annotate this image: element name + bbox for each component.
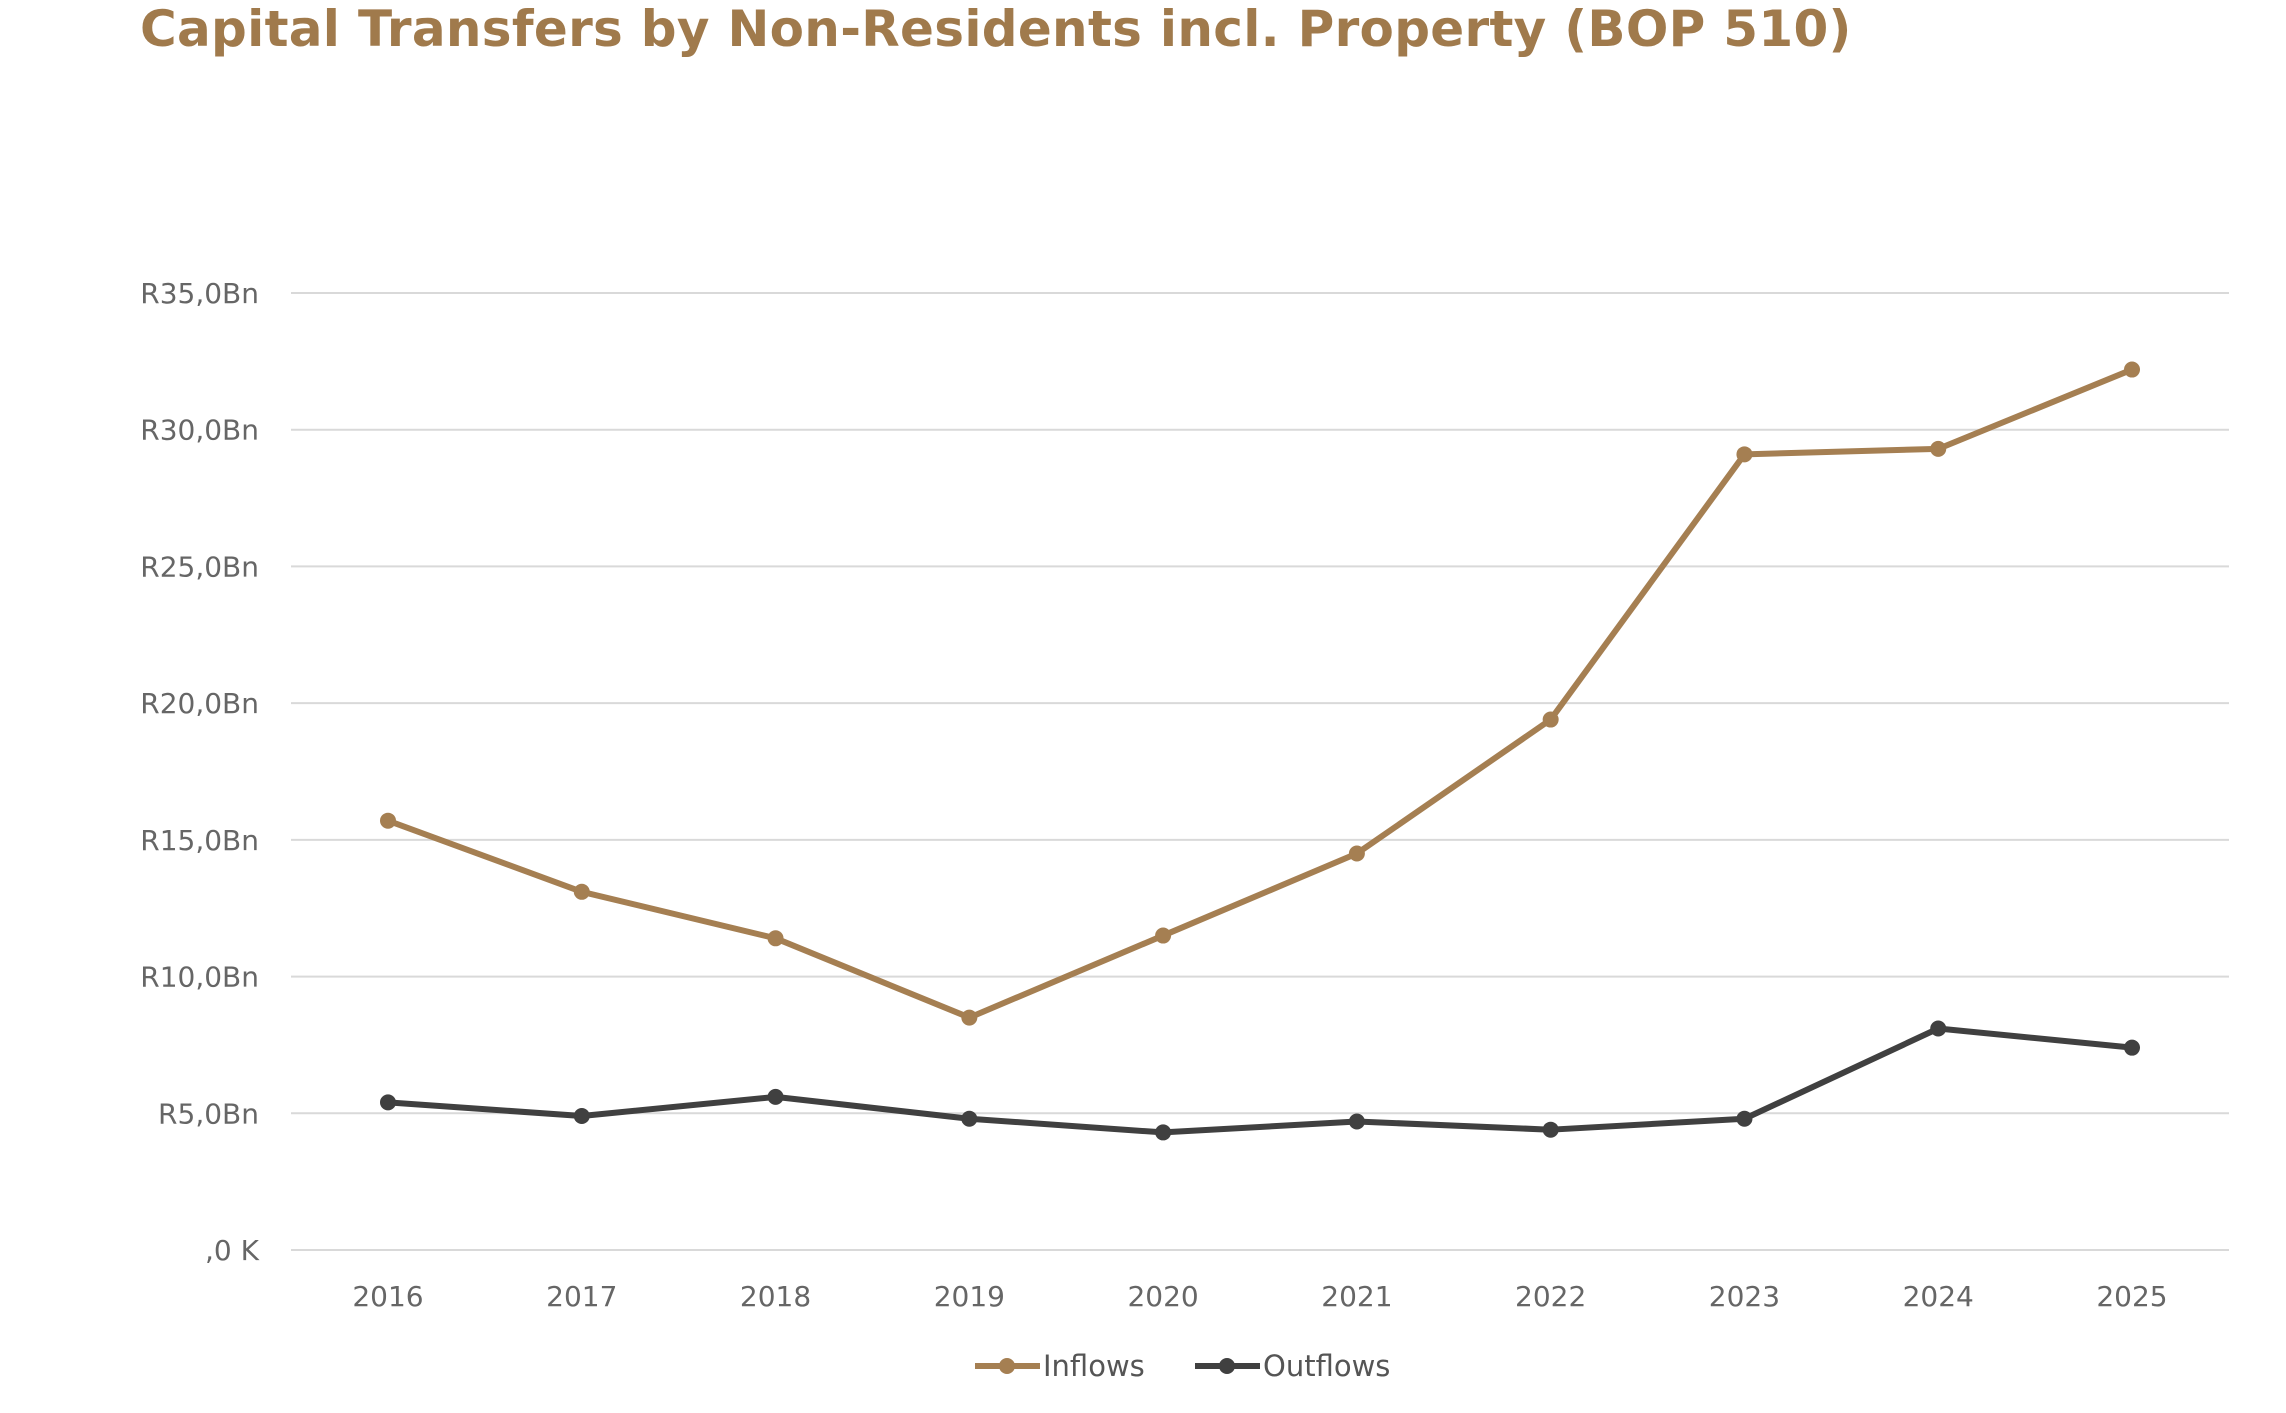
data-point-outflows — [2124, 1039, 2140, 1056]
data-point-outflows — [573, 1108, 590, 1125]
data-point-inflows — [1348, 845, 1365, 862]
data-point-outflows — [1736, 1110, 1753, 1127]
chart-title: Capital Transfers by Non-Residents incl.… — [140, 0, 1852, 58]
y-tick-label: R25,0Bn — [140, 550, 259, 583]
data-point-outflows — [961, 1110, 978, 1127]
data-point-inflows — [1155, 927, 1172, 944]
series-line-outflows — [387, 1025, 2133, 1136]
x-tick-label: 2017 — [546, 1280, 617, 1313]
x-tick-label: 2022 — [1515, 1280, 1586, 1313]
series-line-inflows — [386, 366, 2134, 1021]
data-point-inflows — [961, 1009, 978, 1026]
data-point-outflows — [1930, 1020, 1947, 1037]
data-point-outflows — [1542, 1121, 1559, 1138]
legend-marker-outflows — [1219, 1358, 1235, 1374]
legend-marker-inflows — [999, 1358, 1015, 1374]
data-point-outflows — [1155, 1124, 1172, 1141]
data-point-inflows — [767, 930, 784, 947]
data-point-inflows — [1542, 711, 1559, 728]
data-point-outflows — [767, 1088, 784, 1105]
x-tick-label: 2024 — [1903, 1280, 1974, 1313]
legend-label-inflows: Inflows — [1043, 1349, 1145, 1383]
x-tick-label: 2018 — [740, 1280, 811, 1313]
y-tick-label: R35,0Bn — [140, 277, 259, 310]
data-point-inflows — [1736, 446, 1753, 463]
x-tick-label: 2021 — [1321, 1280, 1392, 1313]
data-point-outflows — [380, 1094, 396, 1111]
y-tick-label: R10,0Bn — [140, 961, 259, 994]
y-tick-label: R30,0Bn — [140, 414, 259, 447]
x-tick-label: 2023 — [1709, 1280, 1780, 1313]
y-tick-label: R20,0Bn — [140, 687, 259, 720]
x-tick-label: 2025 — [2096, 1280, 2167, 1313]
data-point-inflows — [1930, 440, 1947, 457]
x-tick-label: 2019 — [934, 1280, 1005, 1313]
x-tick-label: 2020 — [1127, 1280, 1198, 1313]
legend-label-outflows: Outflows — [1263, 1349, 1390, 1383]
y-tick-label: R15,0Bn — [140, 824, 259, 857]
data-point-inflows — [573, 883, 590, 900]
y-tick-label: ,0 K — [205, 1234, 260, 1267]
data-point-inflows — [380, 812, 396, 829]
data-point-outflows — [1348, 1113, 1365, 1130]
data-point-inflows — [2124, 361, 2140, 378]
x-tick-label: 2016 — [352, 1280, 423, 1313]
y-tick-label: R5,0Bn — [158, 1097, 259, 1130]
